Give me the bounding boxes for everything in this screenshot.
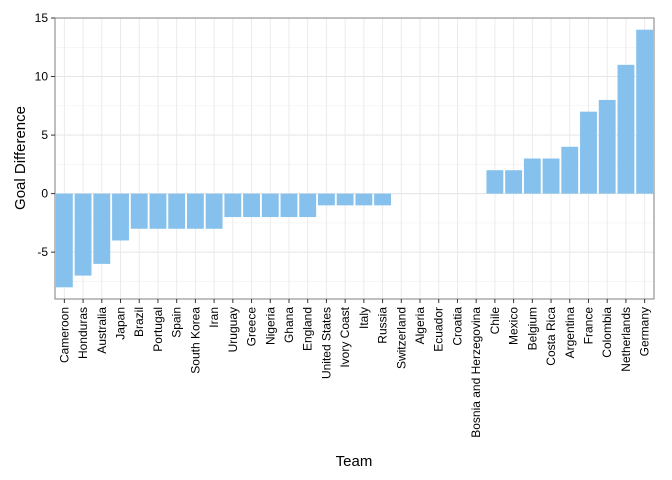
- x-tick-label: Australia: [95, 307, 109, 354]
- bar-australia: [93, 193, 111, 264]
- bar-uruguay: [224, 193, 242, 218]
- x-tick-label: Ivory Coast: [338, 306, 352, 367]
- x-tick-label: Spain: [170, 307, 184, 338]
- x-tick-label: Greece: [245, 307, 259, 347]
- bar-costa-rica: [542, 158, 560, 194]
- bar-greece: [243, 193, 260, 218]
- bar-south-korea: [186, 193, 204, 229]
- y-tick-label: 0: [41, 187, 48, 201]
- bar-mexico: [505, 170, 523, 194]
- y-tick-label: 10: [35, 70, 49, 84]
- bar-spain: [168, 193, 186, 229]
- bar-honduras: [74, 193, 92, 276]
- bar-cameroon: [55, 193, 73, 288]
- x-tick-label: Belgium: [525, 307, 539, 350]
- bar-belgium: [523, 158, 541, 194]
- bar-russia: [374, 193, 391, 206]
- bar-england: [299, 193, 317, 218]
- bar-nigeria: [261, 193, 279, 218]
- x-tick-label: France: [581, 307, 595, 345]
- x-tick-label: Colombia: [600, 307, 614, 358]
- x-tick-label: Argentina: [563, 307, 577, 359]
- bar-germany: [636, 29, 654, 194]
- y-axis: -5 0 5 10 15: [35, 11, 55, 259]
- x-tick-label: Costa Rica: [544, 307, 558, 366]
- x-tick-label: Germany: [638, 307, 652, 356]
- bar-argentina: [561, 146, 579, 194]
- bar-netherlands: [617, 64, 635, 194]
- bar-portugal: [149, 193, 167, 229]
- x-tick-label: Bosnia and Herzegovina: [469, 307, 483, 438]
- y-axis-title: Goal Difference: [12, 106, 29, 210]
- x-tick-label: United States: [319, 307, 333, 379]
- y-tick-label: 15: [35, 11, 49, 25]
- x-axis: Cameroon Honduras Australia Japan Brazil Port…: [57, 299, 652, 438]
- y-tick-label: 5: [41, 128, 48, 142]
- bar-italy: [355, 193, 373, 206]
- bar-japan: [112, 193, 129, 241]
- x-tick-label: Honduras: [76, 307, 90, 359]
- bar-france: [580, 111, 597, 194]
- x-tick-label: Brazil: [132, 307, 146, 337]
- bar-chile: [486, 170, 504, 194]
- x-tick-label: Netherlands: [619, 307, 633, 372]
- x-tick-label: Iran: [207, 307, 221, 328]
- x-axis-title: Team: [336, 453, 373, 470]
- bar-united-states: [318, 193, 335, 206]
- x-tick-label: Croatia: [450, 307, 464, 346]
- bar-ghana: [280, 193, 298, 218]
- y-tick-label: -5: [37, 245, 48, 259]
- x-tick-label: Portugal: [151, 307, 165, 352]
- x-tick-label: Ghana: [282, 307, 296, 343]
- bar-colombia: [598, 99, 616, 194]
- x-tick-label: Ecuador: [432, 307, 446, 352]
- x-tick-label: Russia: [376, 307, 390, 344]
- x-tick-label: Mexico: [507, 307, 521, 345]
- bar-brazil: [130, 193, 148, 229]
- x-tick-label: Uruguay: [226, 307, 240, 352]
- x-tick-label: Switzerland: [394, 307, 408, 369]
- bar-layer: [55, 29, 654, 288]
- x-tick-label: Algeria: [413, 307, 427, 345]
- x-tick-label: Japan: [114, 307, 128, 340]
- x-tick-label: Chile: [488, 307, 502, 335]
- bar-ivory-coast: [336, 193, 354, 206]
- x-tick-label: England: [301, 307, 315, 351]
- x-tick-label: Nigeria: [263, 307, 277, 345]
- bar-iran: [205, 193, 223, 229]
- x-tick-label: South Korea: [188, 307, 202, 374]
- x-tick-label: Italy: [357, 307, 371, 329]
- panel-border: [54, 17, 655, 300]
- x-tick-label: Cameroon: [57, 307, 71, 363]
